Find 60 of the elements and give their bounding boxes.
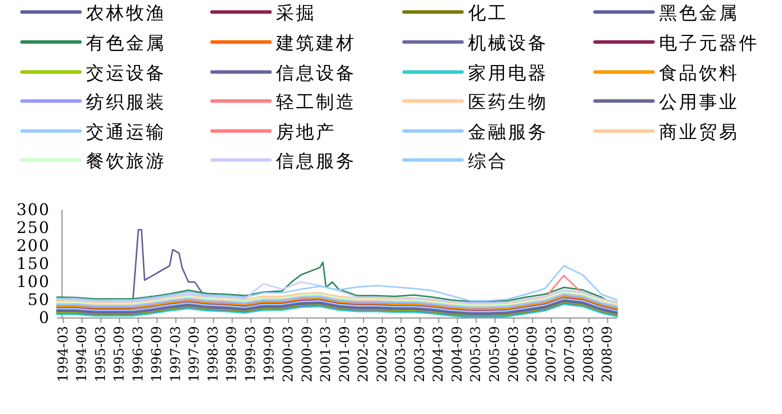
x-tick-label: 2002-09 — [374, 326, 390, 382]
x-tick-label: 2004-09 — [449, 326, 466, 382]
y-tick-label: 100 — [16, 272, 50, 291]
y-tick-label: 200 — [16, 236, 50, 255]
x-tick-label: 2006-03 — [506, 326, 522, 382]
legend-label: 轻工制造 — [276, 92, 356, 113]
y-tick-label: 150 — [16, 254, 50, 273]
legend-label: 交运设备 — [86, 63, 166, 84]
legend-label: 信息服务 — [276, 151, 356, 172]
legend-label: 金融服务 — [468, 122, 548, 143]
y-tick-label: 300 — [16, 200, 50, 219]
legend-label: 房地产 — [276, 122, 336, 143]
legend-label: 纺织服装 — [86, 92, 166, 113]
x-tick-label: 1997-03 — [168, 326, 184, 382]
x-tick-label: 1996-03 — [130, 326, 146, 382]
x-tick-label: 2004-03 — [430, 326, 447, 382]
x-tick-label: 1994-03 — [55, 326, 72, 382]
x-tick-label: 2008-03 — [580, 326, 597, 382]
legend-label: 食品饮料 — [659, 63, 739, 84]
x-tick-label: 2007-09 — [562, 326, 578, 382]
legend-label: 电子元器件 — [659, 33, 759, 54]
legend-label: 餐饮旅游 — [86, 151, 166, 172]
legend-label: 家用电器 — [468, 63, 548, 84]
legend-label: 有色金属 — [86, 33, 166, 54]
legend-label: 采掘 — [276, 3, 316, 24]
legend-label: 农林牧渔 — [86, 3, 166, 24]
legend-label: 医药生物 — [468, 92, 548, 113]
x-tick-label: 1999-09 — [262, 326, 278, 382]
legend-label: 黑色金属 — [659, 3, 739, 24]
legend-label: 信息设备 — [276, 63, 356, 84]
legend-label: 化工 — [468, 3, 508, 24]
y-tick-label: 50 — [28, 290, 50, 309]
x-tick-label: 2002-03 — [356, 326, 372, 382]
x-tick-label: 2005-09 — [486, 326, 503, 382]
legend-label: 建筑建材 — [275, 33, 356, 54]
x-tick-label: 1999-03 — [242, 326, 259, 382]
x-tick-label: 2000-03 — [280, 326, 297, 382]
legend-label: 商业贸易 — [659, 122, 739, 143]
x-tick-label: 2003-09 — [412, 326, 428, 382]
legend-label: 综合 — [468, 151, 508, 172]
x-tick-label: 2000-09 — [299, 326, 316, 382]
y-tick-label: 0 — [38, 308, 50, 327]
x-tick-label: 2007-03 — [543, 326, 560, 382]
x-tick-label: 1996-09 — [149, 326, 166, 382]
x-tick-label: 1994-09 — [74, 326, 90, 382]
x-tick-label: 2008-09 — [600, 326, 616, 382]
x-tick-label: 1998-03 — [205, 326, 222, 382]
legend-label: 机械设备 — [468, 33, 548, 54]
x-tick-label: 1998-09 — [224, 326, 240, 382]
y-tick-label: 250 — [16, 218, 50, 237]
x-tick-label: 1997-09 — [186, 326, 203, 382]
x-tick-label: 2001-09 — [336, 326, 353, 382]
x-tick-label: 2003-03 — [393, 326, 410, 382]
legend-label: 交通运输 — [86, 122, 166, 143]
x-tick-label: 1995-03 — [92, 326, 109, 382]
x-tick-label: 2005-03 — [468, 326, 484, 382]
x-tick-label: 1995-09 — [112, 326, 128, 382]
x-tick-label: 2006-09 — [524, 326, 541, 382]
legend-label: 公用事业 — [659, 92, 739, 113]
x-tick-label: 2001-03 — [318, 326, 334, 382]
